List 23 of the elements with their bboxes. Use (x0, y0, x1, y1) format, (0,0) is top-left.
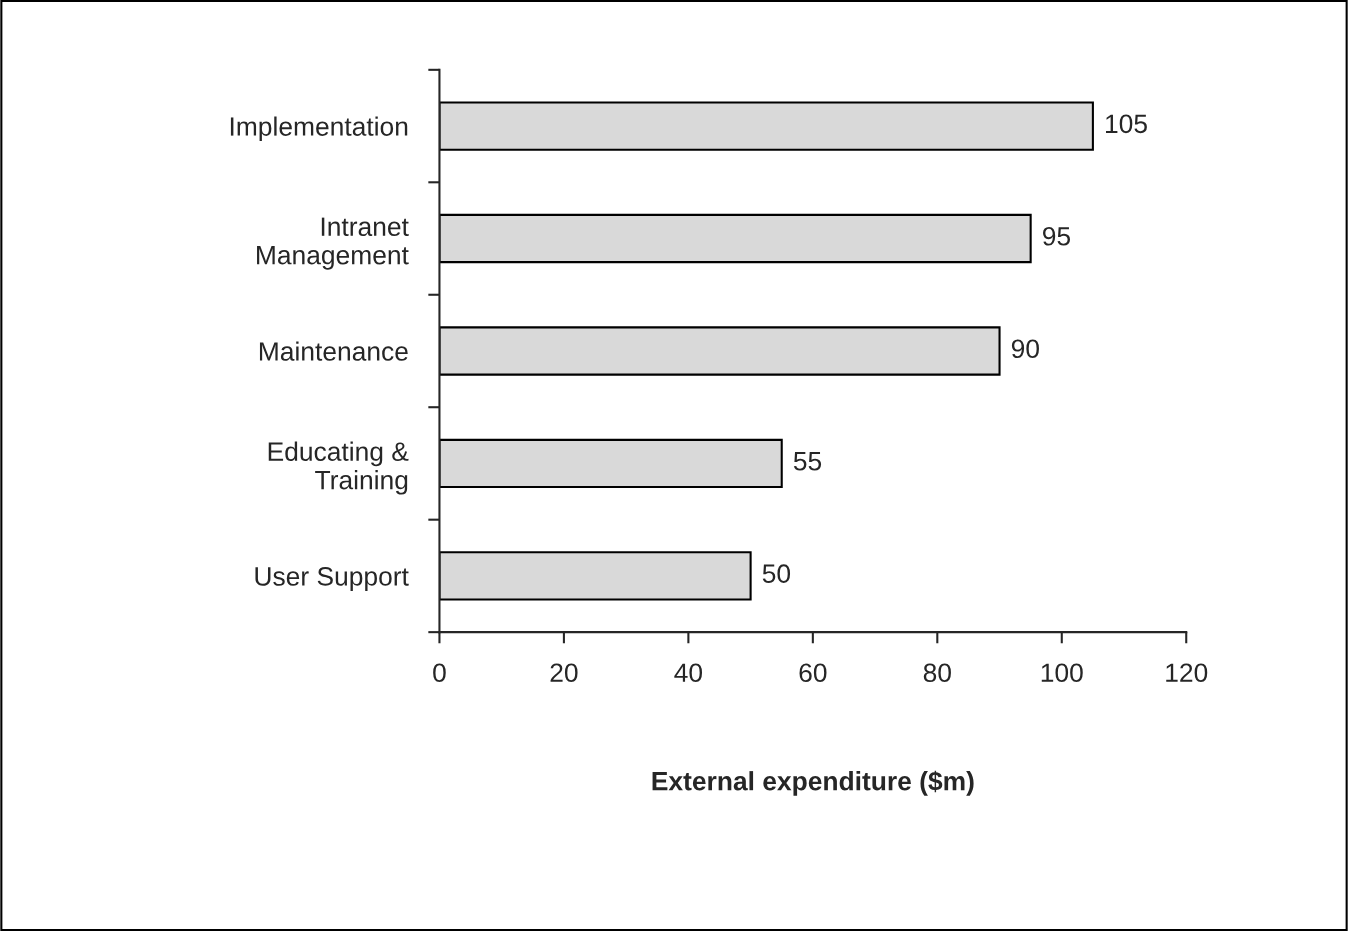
data-label: 95 (1043, 226, 1071, 246)
data-label: 105 (1106, 114, 1147, 134)
x-axis-title: External expenditure ($m) (652, 770, 974, 796)
data-label: 55 (793, 452, 822, 471)
x-tick-label: 120 (1166, 663, 1208, 683)
y-tick-label: Maintenance (259, 341, 408, 361)
x-tick-label: 20 (550, 663, 578, 683)
y-tick-label: Intranet Management (257, 217, 409, 270)
x-tick-label: 40 (674, 663, 703, 683)
bar (439, 551, 752, 601)
bar (439, 101, 1094, 151)
x-tick-label: 60 (799, 663, 827, 683)
data-label: 50 (762, 564, 791, 583)
bar (439, 326, 1001, 376)
y-tick-label: Educating & Training (268, 441, 409, 495)
x-tick-label: 100 (1041, 663, 1083, 683)
data-label: 90 (1011, 339, 1039, 359)
y-tick-label: Implementation (230, 116, 408, 142)
bar (439, 213, 1032, 264)
x-tick-label: 80 (923, 663, 951, 683)
y-tick-label: User Support (255, 567, 409, 591)
x-tick-label: 0 (433, 663, 446, 683)
bar (439, 438, 783, 489)
